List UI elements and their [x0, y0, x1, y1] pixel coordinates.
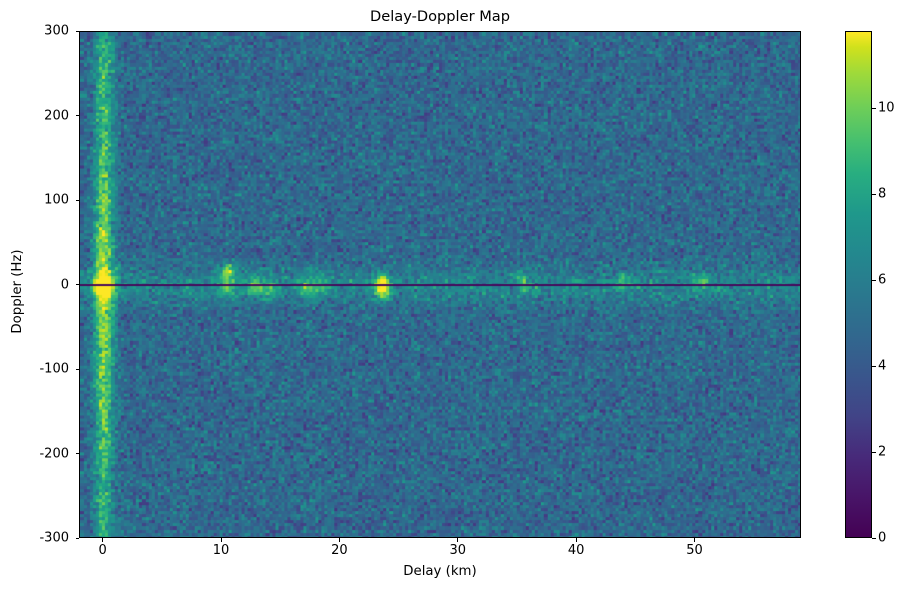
x-tick-label: 0 — [98, 543, 107, 558]
colorbar-tick-mark — [872, 537, 876, 539]
colorbar-tick-label: 2 — [878, 444, 887, 460]
x-tick-label: 40 — [567, 543, 585, 558]
heatmap-axes — [79, 31, 801, 538]
y-tick-label: -100 — [39, 361, 69, 377]
colorbar-tick-mark — [872, 279, 876, 281]
x-tick-label: 20 — [331, 543, 348, 558]
y-tick-mark — [75, 115, 79, 117]
y-axis-label: Doppler (Hz) — [10, 249, 25, 334]
x-tick-mark — [102, 538, 104, 542]
y-tick-mark — [75, 30, 79, 32]
colorbar-tick-mark — [872, 451, 876, 453]
y-tick-mark — [75, 537, 79, 539]
x-tick-label: 10 — [212, 543, 230, 558]
x-tick-label: 50 — [686, 543, 703, 558]
colorbar: 0 2 4 6 8 10 — [845, 31, 895, 546]
y-tick-mark — [75, 199, 79, 201]
y-tick-label: 0 — [60, 277, 69, 292]
colorbar-tick-label: 8 — [878, 186, 887, 202]
x-tick-mark — [457, 538, 459, 542]
colorbar-tick-label: 6 — [878, 272, 887, 288]
x-tick-mark — [220, 538, 222, 542]
y-tick-mark — [75, 453, 79, 455]
x-tick-mark — [693, 538, 696, 542]
y-tick-label: -300 — [39, 530, 69, 546]
y-tick-mark — [75, 284, 79, 286]
x-axis-label: Delay (km) — [403, 564, 477, 579]
y-tick-label: 200 — [44, 108, 69, 123]
colorbar-tick-label: 4 — [878, 358, 887, 374]
colorbar-tick-mark — [872, 365, 876, 367]
y-tick-label: 300 — [44, 23, 69, 39]
chart-title: Delay-Doppler Map — [369, 8, 511, 25]
x-tick-label: 30 — [449, 543, 467, 558]
colorbar-tick-mark — [872, 107, 876, 109]
y-tick-mark — [75, 368, 79, 370]
colorbar-tick-label: 0 — [878, 530, 887, 546]
delay-doppler-heatmap — [80, 32, 800, 537]
y-tick-label: 100 — [44, 192, 69, 208]
x-tick-mark — [338, 538, 340, 542]
x-tick-mark — [575, 538, 577, 542]
y-tick-label: -200 — [39, 446, 69, 461]
colorbar-tick-mark — [872, 193, 876, 195]
colorbar-gradient — [845, 31, 872, 538]
colorbar-tick-label: 10 — [878, 100, 895, 116]
